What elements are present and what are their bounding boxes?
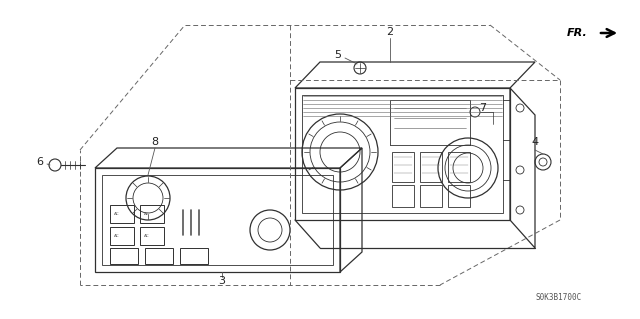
Text: AC: AC <box>144 212 150 216</box>
Text: AC: AC <box>144 234 150 238</box>
Text: 8: 8 <box>152 137 159 147</box>
Text: AC: AC <box>114 234 120 238</box>
Text: S0K3B1700C: S0K3B1700C <box>536 293 582 302</box>
Text: 5: 5 <box>335 50 342 60</box>
Text: FR.: FR. <box>567 28 588 38</box>
Text: 2: 2 <box>387 27 394 37</box>
Text: 6: 6 <box>36 157 44 167</box>
Text: 3: 3 <box>218 276 225 286</box>
Text: AC: AC <box>114 212 120 216</box>
Text: 7: 7 <box>479 103 486 113</box>
Text: 4: 4 <box>531 137 539 147</box>
